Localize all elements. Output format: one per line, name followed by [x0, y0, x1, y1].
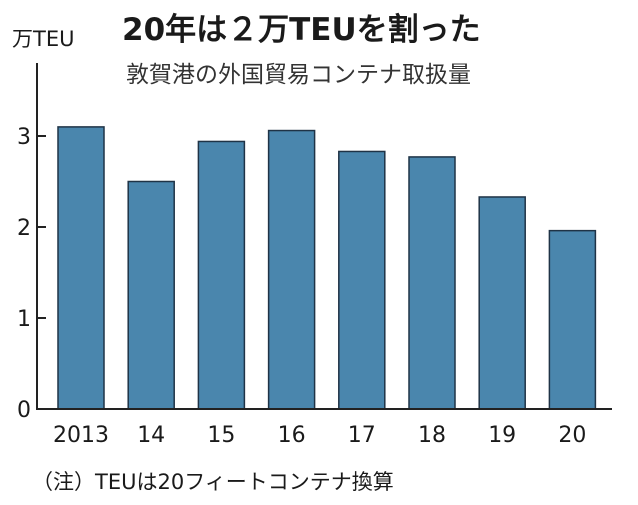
y-tick-label-2: 2: [17, 216, 31, 241]
x-tick-label-20: 20: [558, 423, 586, 448]
bar-14: [127, 180, 175, 410]
bar-series: [57, 126, 597, 410]
bar-16: [267, 129, 316, 410]
chart-subtitle: 敦賀港の外国貿易コンテナ取扱量: [126, 62, 471, 88]
y-tick-label-1: 1: [17, 307, 31, 332]
y-tick-label-3: 3: [17, 125, 31, 150]
bar-20: [548, 229, 597, 410]
y-axis-ticks: 0 1 2 3: [17, 125, 46, 423]
y-tick-label-0: 0: [17, 398, 31, 423]
bar-19: [478, 196, 526, 410]
bar-15: [197, 140, 246, 410]
chart-title: 20年は２万TEUを割った: [122, 12, 481, 48]
x-axis-ticks: 2013 14 15 16 17 18 19 20: [53, 423, 586, 448]
x-tick-label-18: 18: [418, 423, 446, 448]
x-tick-label-17: 17: [348, 423, 376, 448]
x-tick-label-16: 16: [278, 423, 306, 448]
bar-17: [338, 150, 386, 410]
y-unit-label: 万TEU: [12, 27, 74, 51]
x-tick-label-19: 19: [488, 423, 516, 448]
x-tick-label-2013: 2013: [53, 423, 109, 448]
bar-2013: [57, 126, 105, 410]
footnote: （注）TEUは20フィートコンテナ換算: [32, 470, 394, 494]
bar-18: [408, 156, 456, 410]
x-tick-label-14: 14: [137, 423, 165, 448]
x-tick-label-15: 15: [207, 423, 235, 448]
